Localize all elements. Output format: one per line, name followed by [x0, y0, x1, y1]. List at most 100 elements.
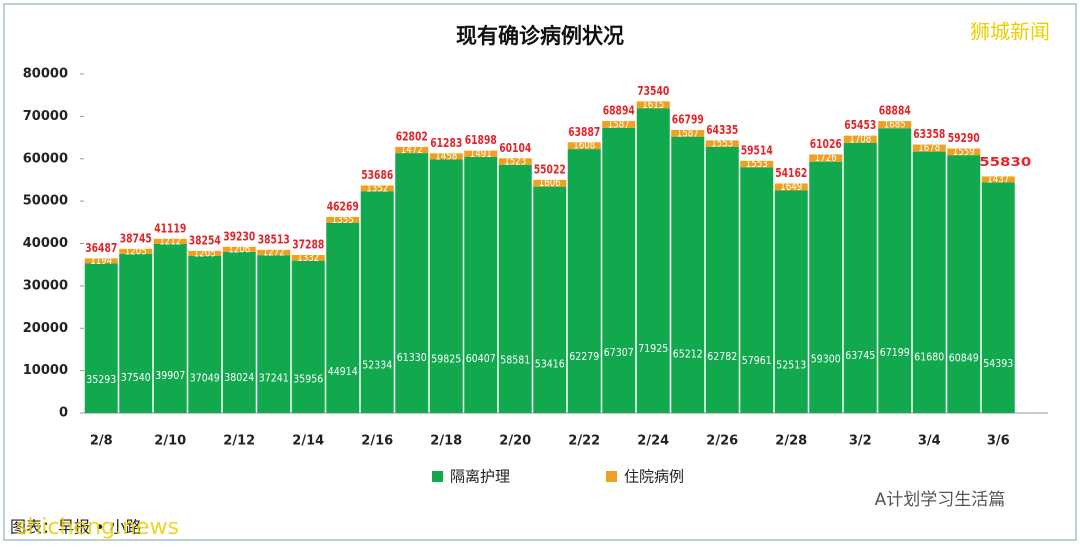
bar-segment: [878, 128, 912, 413]
total-label: 64335: [706, 123, 738, 137]
total-label: 55830: [979, 155, 1031, 169]
value-label: 59300: [811, 353, 841, 366]
total-label: 61283: [430, 136, 462, 150]
total-label: 59514: [741, 143, 773, 157]
value-label: 52513: [776, 358, 806, 371]
bar-segment: [533, 186, 567, 413]
x-tick-label: 2/14: [292, 434, 324, 449]
bar-segment: [912, 144, 946, 152]
value-label: 60407: [466, 352, 496, 365]
bar-segment: [395, 153, 429, 413]
bar-segment: [188, 256, 222, 413]
bar-segment: [395, 146, 429, 154]
bar-segment: [84, 258, 118, 264]
bar-segment: [84, 263, 118, 413]
total-label: 68884: [879, 104, 911, 118]
value-label: 35293: [86, 373, 116, 386]
value-label: 1205: [194, 246, 216, 259]
watermark: A计划学习生活篇: [875, 490, 1006, 510]
bar-segment: [567, 142, 601, 150]
bar-segment: [498, 158, 532, 165]
bar-segment: [119, 253, 153, 413]
bar-segment: [878, 121, 912, 129]
bar-segment: [636, 101, 670, 109]
x-tick-label: 2/28: [775, 434, 807, 449]
bar-segment: [222, 251, 256, 413]
bar-segment: [498, 164, 532, 413]
bar-segment: [326, 216, 360, 223]
value-label: 1685: [884, 118, 906, 131]
bar-segment: [188, 250, 222, 257]
bar-segment: [947, 148, 981, 156]
bar-segment: [153, 243, 187, 413]
value-label: 1206: [228, 242, 250, 255]
bar-segment: [774, 183, 808, 191]
total-label: 38254: [189, 233, 221, 247]
chart-title: 现有确诊病例状况: [456, 24, 624, 48]
total-label: 65453: [844, 118, 876, 132]
x-tick-label: 2/20: [499, 434, 531, 449]
value-label: 1472: [401, 143, 423, 156]
y-tick-label: 0: [59, 406, 68, 421]
value-label: 1553: [711, 137, 733, 150]
bar-segment: [326, 222, 360, 413]
bar-segment: [119, 248, 153, 254]
value-label: 1205: [125, 244, 147, 257]
x-tick-label: 3/6: [987, 434, 1010, 449]
value-label: 1437: [987, 172, 1009, 185]
value-label: 1355: [332, 213, 354, 226]
total-label: 66799: [672, 112, 704, 126]
value-label: 1606: [539, 176, 561, 189]
value-label: 61680: [914, 351, 944, 364]
source: 图表：早报 • 小路: [10, 518, 142, 537]
total-label: 46269: [327, 199, 359, 213]
total-label: 55022: [534, 162, 566, 176]
bar-segment: [222, 246, 256, 252]
total-label: 62802: [396, 129, 428, 143]
x-tick-label: 2/12: [223, 434, 255, 449]
y-tick-label: 30000: [23, 278, 68, 293]
value-label: 61330: [397, 351, 427, 364]
legend-swatch: [432, 471, 443, 482]
total-label: 61026: [810, 137, 842, 151]
bar-segment: [602, 127, 636, 413]
value-label: 1352: [366, 181, 388, 194]
value-label: 35956: [293, 373, 323, 386]
x-tick-label: 2/24: [637, 434, 669, 449]
bar-segment: [843, 142, 877, 414]
bar-segment: [705, 140, 739, 147]
y-tick-label: 50000: [23, 194, 68, 209]
bar-segment: [740, 167, 774, 413]
bar-segment: [464, 157, 498, 413]
value-label: 37241: [259, 371, 289, 384]
bar-segment: [153, 238, 187, 244]
value-label: 54393: [983, 357, 1013, 370]
legend-label: 住院病例: [624, 468, 684, 486]
value-label: 1708: [849, 132, 871, 145]
total-label: 38513: [258, 232, 290, 246]
total-label: 73540: [637, 84, 669, 98]
value-label: 62782: [707, 350, 737, 363]
bar-segment: [257, 249, 291, 256]
bar-segment: [567, 149, 601, 413]
value-label: 1726: [815, 151, 837, 164]
value-label: 67307: [604, 346, 634, 359]
value-label: 1587: [677, 126, 699, 139]
value-label: 60849: [949, 351, 979, 364]
value-label: 1194: [90, 254, 112, 267]
brand: 狮城新闻: [970, 20, 1050, 44]
value-label: 65212: [673, 348, 703, 361]
y-tick-label: 40000: [23, 236, 68, 251]
bar-segment: [291, 254, 325, 261]
value-label: 67199: [880, 346, 910, 359]
value-label: 1678: [918, 141, 940, 154]
value-label: 1615: [642, 98, 664, 111]
bar-segment: [464, 150, 498, 158]
value-label: 1212: [159, 234, 181, 247]
total-label: 53686: [361, 168, 393, 182]
total-label: 63887: [568, 125, 600, 139]
x-tick-label: 2/26: [706, 434, 738, 449]
value-label: 44914: [328, 365, 358, 378]
value-label: 37049: [190, 372, 220, 385]
total-label: 39230: [223, 229, 255, 243]
